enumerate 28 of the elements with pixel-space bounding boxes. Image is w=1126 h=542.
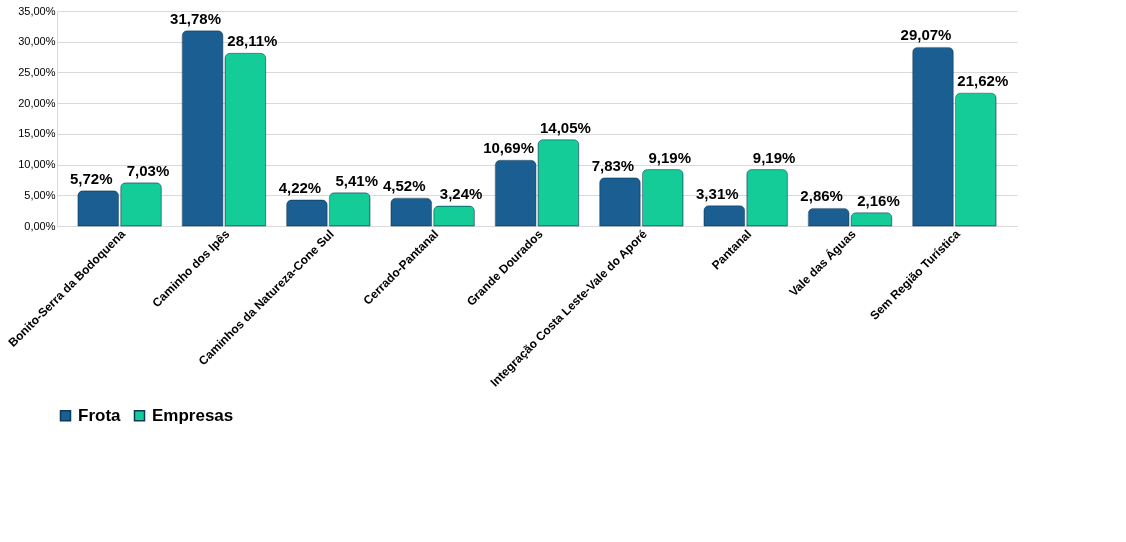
- data-label: 31,78%: [170, 9, 221, 27]
- data-label: 4,22%: [278, 179, 322, 197]
- data-label: 7,03%: [126, 161, 170, 179]
- data-label: 5,41%: [335, 171, 378, 189]
- data-label: 3,31%: [696, 184, 739, 202]
- y-tick-label: 0,00%: [24, 219, 56, 232]
- data-label: 10,69%: [483, 139, 535, 157]
- data-label: 7,83%: [591, 156, 635, 174]
- y-tick-label: 35,00%: [18, 4, 56, 17]
- data-label: 14,05%: [539, 118, 591, 136]
- y-tick-label: 30,00%: [18, 35, 56, 48]
- data-label: 3,24%: [439, 185, 483, 203]
- legend-label: Frota: [78, 405, 122, 425]
- data-label: 5,72%: [69, 169, 113, 187]
- data-label: 9,19%: [648, 148, 692, 166]
- y-tick-label: 5,00%: [24, 188, 56, 201]
- data-label: 9,19%: [752, 148, 796, 166]
- data-label: 29,07%: [900, 26, 952, 44]
- data-label: 21,62%: [957, 72, 1009, 90]
- y-tick-label: 20,00%: [18, 96, 56, 109]
- data-label: 4,52%: [382, 177, 426, 195]
- legend-label: Empresas: [152, 405, 234, 425]
- y-tick-label: 15,00%: [18, 127, 56, 140]
- y-tick-label: 25,00%: [18, 65, 56, 78]
- data-label: 28,11%: [227, 32, 278, 50]
- data-label: 2,16%: [857, 191, 900, 209]
- y-tick-label: 10,00%: [18, 158, 56, 171]
- data-label: 2,86%: [800, 187, 843, 205]
